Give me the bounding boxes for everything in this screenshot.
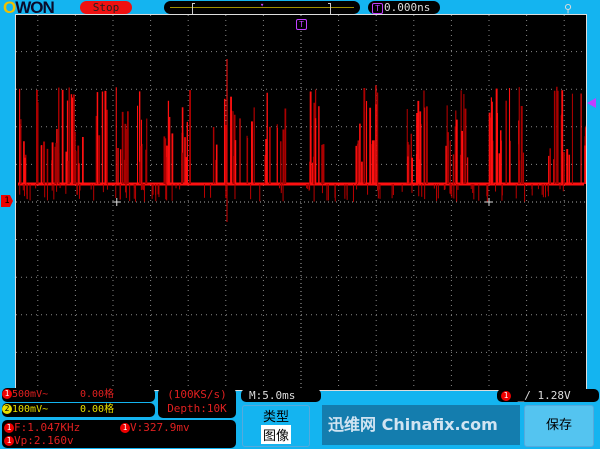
save-menu-button[interactable]: 保存 [524,405,594,447]
usb-icon: ⚲ [564,2,573,15]
type-menu-button[interactable]: 类型 图像 [242,405,310,447]
timebase-readout[interactable]: M:5.0ms [241,389,321,402]
cursor-cross [112,198,121,206]
trigger-level-marker[interactable] [587,98,596,108]
trigger-icon: T [372,3,383,14]
rising-edge-icon: _/ [517,389,531,402]
trigger-info[interactable]: 1 _/ 1.28V [497,389,599,402]
run-state-button[interactable]: Stop [80,1,132,14]
waveform-display[interactable] [15,14,589,391]
channel2-info[interactable]: 2 100mV~ 0.00格 [2,403,155,417]
cursor-cross [485,198,493,206]
view-position-marker: ▾ [260,1,265,9]
memory-position-bar[interactable]: ▾ [164,1,360,15]
channel1-ground-marker[interactable]: 1 [1,195,13,207]
channel1-info[interactable]: 1 500mV~ 0.00格 [2,388,155,402]
waveform-svg [16,15,589,390]
watermark: 迅维网 Chinafix.com [322,405,520,445]
measurement-panel: 1 F:1.047KHz 1 V:327.9mv 1 Vp:2.160v [2,420,236,448]
acquisition-info: (100KS/s) Depth:10K [158,388,236,418]
owon-logo: OWON [3,0,55,17]
trigger-position-marker[interactable]: T [296,12,308,31]
trigger-position-readout: T 0.000ns [368,1,440,14]
